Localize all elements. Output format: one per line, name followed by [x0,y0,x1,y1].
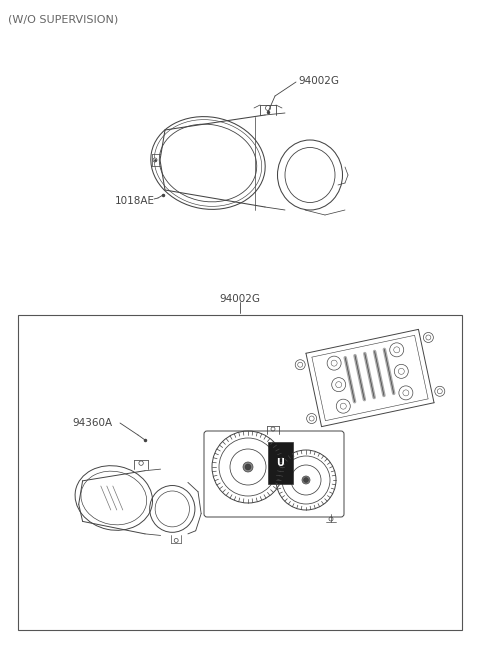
Bar [18,315,462,630]
Text: 94002G: 94002G [298,76,339,86]
Circle shape [153,158,157,162]
Text: 94002G: 94002G [219,294,261,304]
Text: 94360A: 94360A [72,418,112,428]
Circle shape [307,413,317,424]
Circle shape [245,464,251,470]
Circle shape [303,477,309,483]
Circle shape [295,360,305,369]
Circle shape [423,333,433,343]
Bar [268,442,293,484]
Text: U: U [276,458,285,468]
Text: (W/O SUPERVISION): (W/O SUPERVISION) [8,14,118,24]
Circle shape [243,462,253,472]
Circle shape [435,386,445,396]
Circle shape [302,476,310,484]
Text: 1018AE: 1018AE [115,196,155,206]
